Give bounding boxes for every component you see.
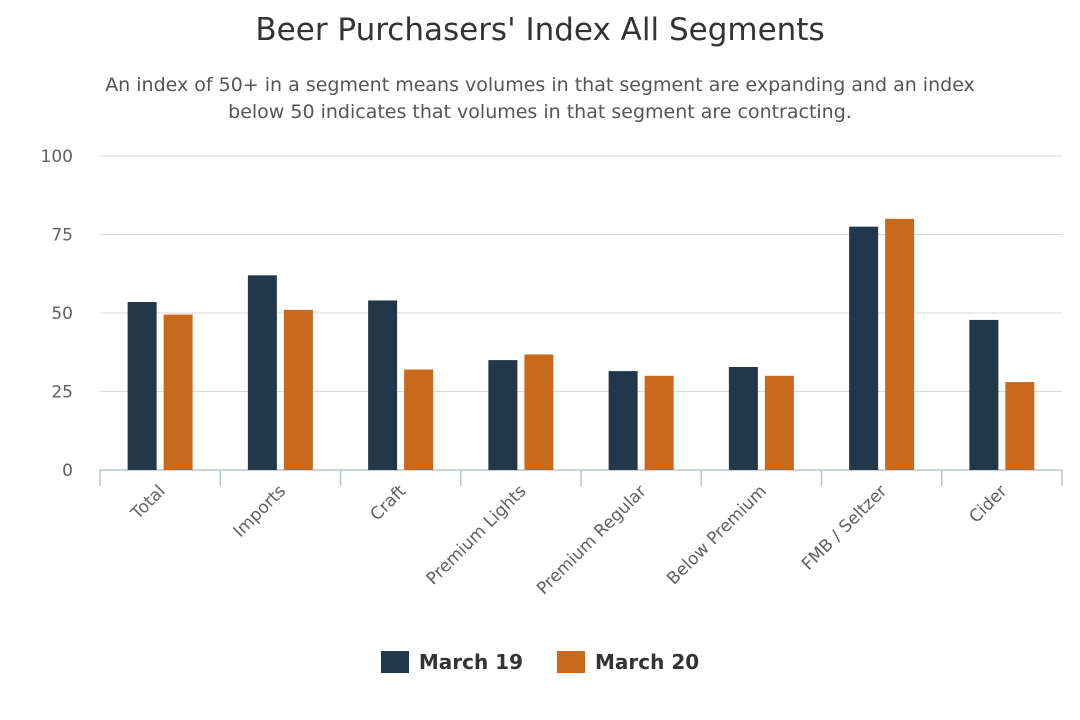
bar-series-1-premium-regular[interactable] [644,375,674,470]
y-tick-label: 25 [51,383,73,403]
x-axis [99,469,1063,486]
bar-series-1-cider[interactable] [1005,382,1035,470]
bar-series [127,218,1035,470]
legend-item-series-1[interactable]: March 20 [557,650,699,674]
chart-title: Beer Purchasers' Index All Segments [255,12,825,48]
legend-item-series-0[interactable]: March 19 [380,650,523,674]
legend-swatch-series-1 [557,651,585,673]
bar-series-0-cider[interactable] [969,319,999,470]
bar-series-1-fmb-seltzer[interactable] [885,218,915,470]
bar-series-1-below-premium[interactable] [764,375,794,470]
legend-label-series-1: March 20 [595,650,700,674]
y-axis-ticks: 0 25 50 75 100 [41,147,73,481]
bar-series-1-imports[interactable] [283,309,313,470]
bar-series-0-premium-regular[interactable] [608,371,638,470]
x-category-label: Total [127,481,170,524]
y-tick-label: 50 [51,304,73,324]
x-category-label: Below Premium [663,481,771,589]
bar-series-0-craft[interactable] [368,300,398,470]
x-category-label: Premium Lights [423,481,531,589]
bar-series-1-total[interactable] [163,314,193,470]
x-category-label: Cider [966,481,1012,527]
legend: March 19 March 20 [0,650,1080,674]
grid-lines [100,155,1062,392]
bar-series-1-premium-lights[interactable] [524,354,554,470]
bar-series-0-imports[interactable] [247,275,277,470]
legend-swatch-series-0 [380,651,409,673]
y-tick-label: 100 [41,147,73,167]
x-category-label: FMB / Seltzer [798,481,891,574]
y-tick-label: 0 [62,461,73,481]
bar-series-0-below-premium[interactable] [728,367,758,470]
legend-label-series-0: March 19 [418,650,523,674]
x-category-label: Imports [230,481,290,541]
y-tick-label: 75 [51,226,73,246]
bar-series-0-premium-lights[interactable] [488,360,518,470]
bar-series-0-total[interactable] [127,302,157,470]
bar-series-1-craft[interactable] [404,369,434,470]
bar-series-0-fmb-seltzer[interactable] [849,226,879,470]
x-axis-categories: Total Imports Craft Premium Lights Premium R… [127,481,1012,599]
x-category-label: Premium Regular [533,481,651,599]
x-category-label: Craft [367,481,411,525]
chart-subtitle: An index of 50+ in a segment means volum… [105,74,975,123]
